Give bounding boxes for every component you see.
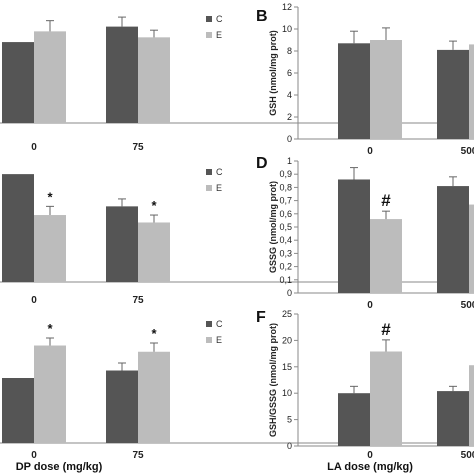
panel-d-bar-c-0	[338, 179, 370, 293]
panel-f-x-tick-label: 0	[367, 450, 373, 461]
panel-d-y-tick-label: 0,5	[279, 222, 292, 232]
panel-b-y-axis-label: GSH (nmol/mg prot)	[268, 30, 278, 116]
panel-d-y-tick-label: 0,3	[279, 248, 292, 258]
panel-d-y-tick-label: 0	[287, 288, 292, 298]
panel-f-bar-e-500	[469, 365, 474, 446]
panel-c-bar-e-0	[34, 215, 66, 282]
panel-f-y-tick-label: 20	[282, 335, 292, 345]
panel-f-bar-c-500	[437, 391, 469, 446]
panel-b-bar-e-500	[469, 44, 474, 139]
panel-d-y-tick-label: 0,9	[279, 169, 292, 179]
panel-d-x-tick-label: 0	[367, 300, 373, 311]
panel-b-y-tick-label: 10	[282, 24, 292, 34]
panel-c-bar-c-75	[106, 206, 138, 282]
panel-b-bar-c-500	[437, 49, 469, 139]
panel-d-significance-marker: #	[381, 191, 391, 210]
panel-a-x-tick-label: 0	[31, 142, 37, 153]
panel-b-bar-c-0	[338, 43, 370, 139]
panel-e-x-axis-title: DP dose (mg/kg)	[16, 461, 103, 473]
panel-e-bar-e-75	[138, 351, 170, 443]
panel-d-y-tick-label: 0,1	[279, 275, 292, 285]
panel-a-x-tick-label: 75	[132, 142, 144, 153]
panel-f-y-axis-label: GSH/GSSG (nmol/mg prot)	[268, 323, 278, 437]
panel-b-y-tick-label: 0	[287, 134, 292, 144]
panel-e-significance-marker: *	[151, 326, 157, 341]
panel-d-y-tick-label: 0,4	[279, 235, 292, 245]
panel-d-letter: D	[256, 155, 268, 172]
panel-a-bar-e-75	[138, 37, 170, 123]
panel-f-letter: F	[256, 309, 266, 326]
panel-c-legend-label: C	[216, 167, 223, 177]
panel-e-legend-label: E	[216, 335, 222, 345]
panel-c-bar-c-0	[2, 174, 34, 282]
panel-b-letter: B	[256, 8, 268, 25]
panel-f-bar-e-0	[370, 351, 402, 446]
panel-c-legend-label: E	[216, 183, 222, 193]
panel-a-legend-swatch-e	[206, 32, 212, 38]
panel-f-y-tick-label: 15	[282, 362, 292, 372]
panel-f-y-tick-label: 5	[287, 415, 292, 425]
panel-e-bar-c-0	[2, 378, 34, 443]
panel-e-legend-swatch-c	[206, 321, 212, 327]
panel-b-y-tick-label: 4	[287, 90, 292, 100]
panel-c-bar-e-75	[138, 222, 170, 282]
panel-c-x-tick-label: 75	[132, 295, 144, 306]
panel-d-y-tick-label: 0,6	[279, 209, 292, 219]
panel-d-y-tick-label: 0,7	[279, 196, 292, 206]
panel-e-x-tick-label: 75	[132, 450, 144, 461]
panel-c-legend-swatch-c	[206, 169, 212, 175]
panel-e-bar-e-0	[34, 345, 66, 443]
panel-f-x-axis-title: LA dose (mg/kg)	[327, 461, 413, 473]
panel-e-bar-c-75	[106, 370, 138, 443]
panel-b-y-tick-label: 12	[282, 2, 292, 12]
panel-d-y-tick-label: 0,2	[279, 262, 292, 272]
panel-f-y-tick-label: 25	[282, 309, 292, 319]
panel-b-bar-e-0	[370, 40, 402, 139]
panel-e-legend-label: C	[216, 319, 223, 329]
panel-a-bar-c-75	[106, 26, 138, 123]
panel-a-legend-label: C	[216, 14, 223, 24]
panel-e-x-tick-label: 0	[31, 450, 37, 461]
panel-d-x-tick-label: 500	[461, 300, 474, 311]
panel-d-y-axis-label: GSSG (nmol/mg prot)	[268, 181, 278, 273]
panel-f-significance-marker: #	[381, 320, 391, 339]
panel-d-bar-e-0	[370, 219, 402, 293]
panel-c-significance-marker: *	[47, 189, 53, 204]
panel-a-bar-c-0	[2, 42, 34, 123]
panel-e-legend-swatch-e	[206, 337, 212, 343]
panel-d-y-tick-label: 0,8	[279, 182, 292, 192]
panel-c-x-tick-label: 0	[31, 295, 37, 306]
panel-d-bar-c-500	[437, 186, 469, 293]
panel-c-significance-marker: *	[151, 198, 157, 213]
panel-d-y-tick-label: 1	[287, 156, 292, 166]
panel-b-y-tick-label: 8	[287, 46, 292, 56]
panel-f-x-tick-label: 500	[461, 450, 474, 461]
panel-e-significance-marker: *	[47, 321, 53, 336]
panel-b-y-tick-label: 2	[287, 112, 292, 122]
panel-a-bar-e-0	[34, 31, 66, 123]
panel-f-bar-c-0	[338, 393, 370, 446]
panel-b-x-tick-label: 500	[461, 146, 474, 157]
panel-a-legend-label: E	[216, 30, 222, 40]
panel-c-legend-swatch-e	[206, 185, 212, 191]
panel-d-bar-e-500	[469, 204, 474, 293]
panel-b-y-tick-label: 6	[287, 68, 292, 78]
panel-f-y-tick-label: 10	[282, 388, 292, 398]
panel-a-legend-swatch-c	[206, 16, 212, 22]
panel-b-x-tick-label: 0	[367, 146, 373, 157]
panel-f-y-tick-label: 0	[287, 441, 292, 451]
